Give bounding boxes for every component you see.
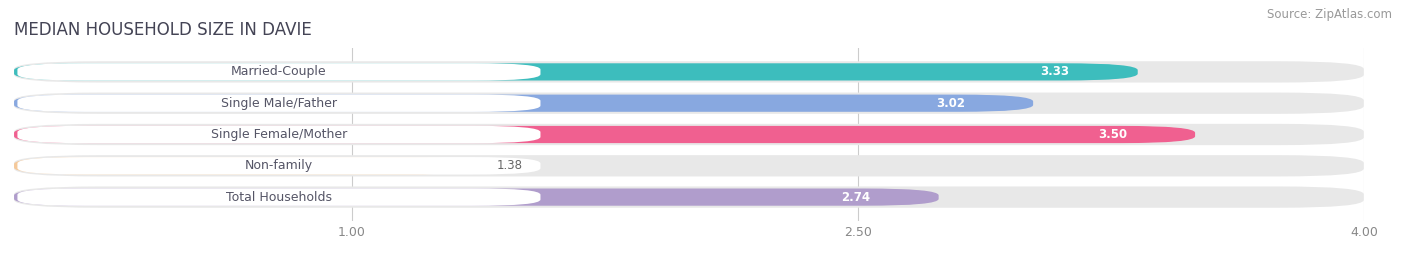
FancyBboxPatch shape (14, 157, 479, 174)
FancyBboxPatch shape (780, 189, 932, 205)
FancyBboxPatch shape (14, 189, 939, 206)
FancyBboxPatch shape (14, 126, 1195, 143)
FancyBboxPatch shape (979, 64, 1130, 80)
FancyBboxPatch shape (14, 63, 1137, 80)
Text: 3.50: 3.50 (1098, 128, 1128, 141)
FancyBboxPatch shape (14, 93, 1364, 114)
FancyBboxPatch shape (17, 63, 540, 81)
Text: 2.74: 2.74 (841, 191, 870, 204)
Text: Single Male/Father: Single Male/Father (221, 97, 337, 110)
Text: 1.38: 1.38 (496, 159, 523, 172)
Text: Married-Couple: Married-Couple (231, 65, 326, 78)
FancyBboxPatch shape (1036, 127, 1188, 142)
FancyBboxPatch shape (17, 126, 540, 143)
FancyBboxPatch shape (14, 124, 1364, 145)
FancyBboxPatch shape (875, 95, 1026, 111)
FancyBboxPatch shape (14, 95, 1033, 112)
Text: 3.33: 3.33 (1040, 65, 1070, 78)
Text: MEDIAN HOUSEHOLD SIZE IN DAVIE: MEDIAN HOUSEHOLD SIZE IN DAVIE (14, 20, 312, 38)
FancyBboxPatch shape (17, 157, 540, 175)
FancyBboxPatch shape (14, 155, 1364, 176)
Text: Single Female/Mother: Single Female/Mother (211, 128, 347, 141)
Text: 3.02: 3.02 (936, 97, 965, 110)
Text: Total Households: Total Households (226, 191, 332, 204)
FancyBboxPatch shape (14, 61, 1364, 83)
Text: Non-family: Non-family (245, 159, 314, 172)
FancyBboxPatch shape (17, 94, 540, 112)
FancyBboxPatch shape (14, 186, 1364, 208)
FancyBboxPatch shape (17, 188, 540, 206)
Text: Source: ZipAtlas.com: Source: ZipAtlas.com (1267, 8, 1392, 21)
